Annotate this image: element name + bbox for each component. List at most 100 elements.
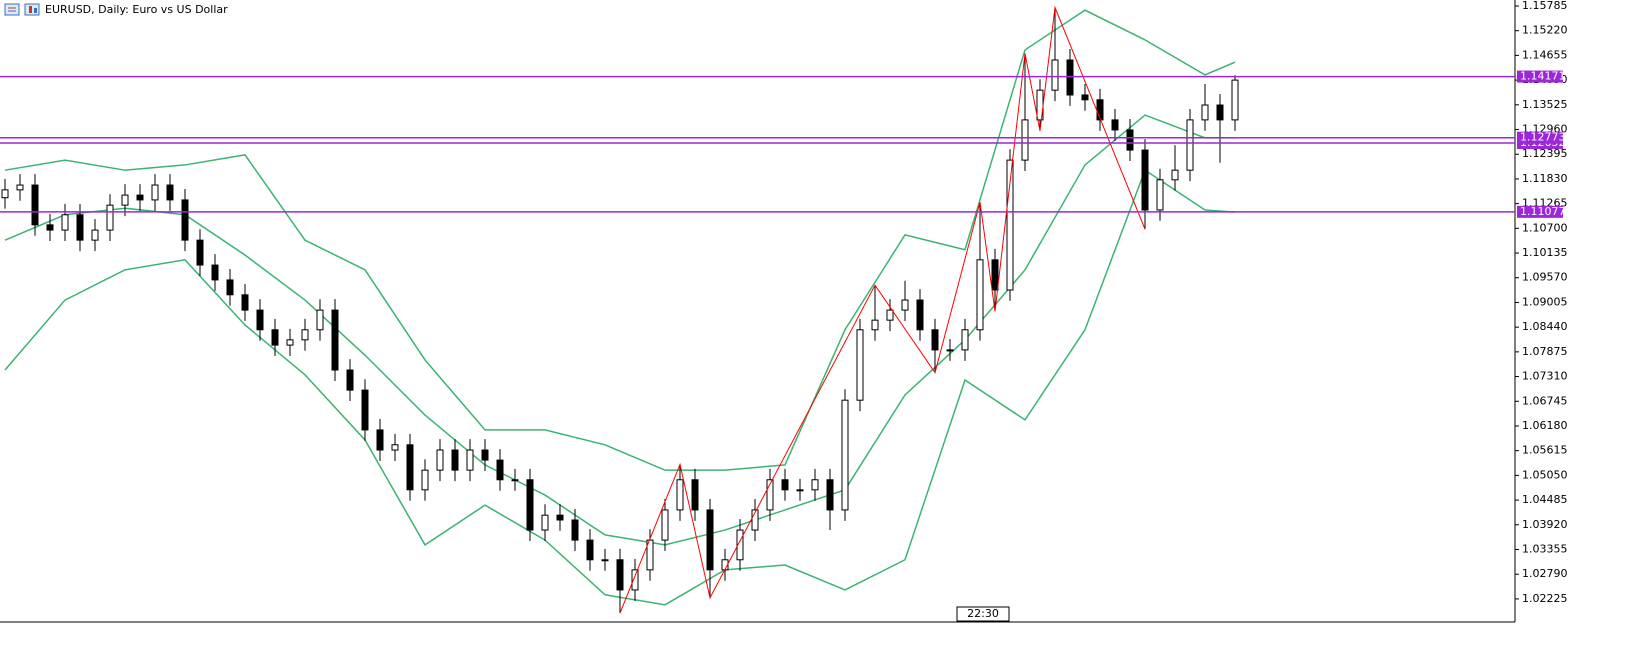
candle-body (1231, 79, 1239, 121)
candle-body (61, 214, 69, 231)
y-tick-label: 1.15220 (1522, 24, 1568, 37)
candle-body (556, 514, 564, 521)
y-tick-label: 1.03920 (1522, 518, 1568, 531)
candle-body (211, 264, 219, 281)
candle-body (736, 529, 744, 561)
candle-body (886, 309, 894, 321)
y-tick-label: 1.15785 (1522, 0, 1568, 12)
y-tick-label: 1.09005 (1522, 295, 1568, 308)
candle-body (1111, 119, 1119, 131)
level-label-box (1517, 70, 1563, 83)
candle-body (1186, 119, 1194, 171)
candle-body (466, 449, 474, 471)
candle-body (511, 479, 519, 482)
candle-body (1201, 104, 1209, 121)
candle-body (631, 569, 639, 591)
candle-body (601, 559, 609, 562)
y-tick-label: 1.05050 (1522, 468, 1568, 481)
candle-body (1006, 159, 1014, 291)
candle-body (691, 479, 699, 511)
candle-body (1021, 119, 1029, 161)
y-tick-label: 1.11830 (1522, 172, 1568, 185)
candle-body (496, 459, 504, 481)
candle-body (256, 309, 264, 331)
candle-body (841, 399, 849, 511)
candle-body (961, 329, 969, 351)
candle-body (391, 444, 399, 451)
icon-bar (34, 8, 37, 13)
y-tick-label: 1.04485 (1522, 493, 1568, 506)
candle-body (1156, 179, 1164, 211)
candle-body (991, 259, 999, 291)
candle-body (16, 184, 24, 191)
y-tick-label: 1.10135 (1522, 246, 1568, 259)
candle-body (1141, 149, 1149, 211)
y-tick-label: 1.09570 (1522, 271, 1568, 284)
candle-body (766, 479, 774, 511)
candle-body (526, 479, 534, 531)
candle-body (706, 509, 714, 571)
candle-body (1171, 169, 1179, 181)
y-tick-label: 1.12395 (1522, 147, 1568, 160)
candle-body (1096, 99, 1104, 121)
candle-body (481, 449, 489, 461)
candle-body (106, 204, 114, 231)
candle-body (1066, 59, 1074, 96)
candle-body (436, 449, 444, 471)
y-tick-label: 1.06745 (1522, 394, 1568, 407)
y-tick-label: 1.07310 (1522, 370, 1568, 383)
level-label: 1.12773 (1520, 131, 1566, 144)
candle-body (406, 444, 414, 491)
candle-body (901, 299, 909, 311)
y-tick-label: 1.02225 (1522, 592, 1568, 605)
candle-body (781, 479, 789, 491)
level-label: 1.11077 (1520, 205, 1566, 218)
icon-bar (29, 6, 32, 13)
candle-body (316, 309, 324, 331)
candle-body (76, 214, 84, 241)
candle-body (301, 329, 309, 341)
candle-body (946, 349, 954, 352)
candle-body (361, 389, 369, 431)
candle-body (241, 294, 249, 311)
candle-body (856, 329, 864, 401)
candle-body (1081, 94, 1089, 101)
time-label-box (956, 606, 1010, 622)
candle-body (376, 429, 384, 451)
candle-body (46, 224, 54, 231)
level-label-box (1517, 205, 1563, 218)
y-tick-label: 1.07875 (1522, 345, 1568, 358)
y-tick-label: 1.10700 (1522, 221, 1568, 234)
candle-body (31, 184, 39, 226)
candle-body (196, 239, 204, 266)
candle-body (1216, 104, 1224, 121)
candle-body (181, 199, 189, 241)
y-tick-label: 1.06180 (1522, 419, 1568, 432)
y-tick-label: 1.08440 (1522, 320, 1568, 333)
time-label: 22:30 (967, 607, 999, 620)
candle-body (421, 469, 429, 491)
y-tick-label: 1.13525 (1522, 98, 1568, 111)
title-icons (4, 3, 40, 16)
candle-body (1, 189, 9, 199)
candle-body (751, 509, 759, 531)
candle-body (451, 449, 459, 471)
candle-body (796, 489, 804, 492)
icon (4, 3, 20, 16)
y-tick-label: 1.02790 (1522, 567, 1568, 580)
candle-body (586, 539, 594, 561)
candle-body (226, 279, 234, 296)
candle-body (1051, 59, 1059, 91)
level-label-box (1517, 131, 1563, 144)
y-tick-label: 1.03355 (1522, 543, 1568, 556)
candle-body (571, 519, 579, 541)
band-middle (4, 114, 1235, 546)
candle-body (331, 309, 339, 371)
candle-body (346, 369, 354, 391)
candle-body (271, 329, 279, 346)
y-tick-label: 1.14655 (1522, 48, 1568, 61)
candle-body (676, 479, 684, 511)
zigzag (619, 5, 1146, 614)
